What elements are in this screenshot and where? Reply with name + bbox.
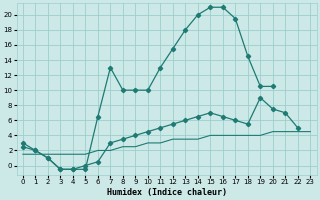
X-axis label: Humidex (Indice chaleur): Humidex (Indice chaleur)	[107, 188, 227, 197]
